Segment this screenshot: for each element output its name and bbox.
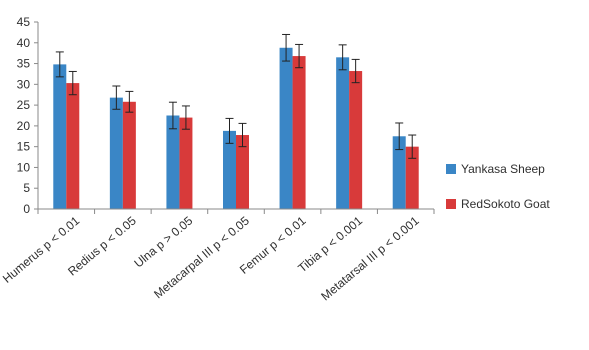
legend-swatch [446, 199, 456, 209]
x-category-label: Metacarpal III p < 0.05 [151, 213, 252, 301]
y-axis: 0 5 10 15 20 25 30 35 40 45 [17, 15, 39, 216]
y-tick-label: 0 [23, 202, 30, 216]
bar [405, 146, 419, 209]
y-tick-label: 35 [17, 57, 31, 71]
y-tick-label: 40 [17, 36, 31, 50]
bar [166, 115, 180, 209]
bar [349, 71, 363, 209]
y-tick-label: 25 [17, 98, 31, 112]
y-tick-label: 30 [17, 77, 31, 91]
y-tick-label: 10 [17, 160, 31, 174]
y-tick-label: 45 [17, 15, 31, 29]
bar [279, 47, 293, 209]
legend-label: RedSokoto Goat [461, 197, 550, 211]
bar [179, 117, 193, 209]
bar [292, 56, 306, 209]
bars [53, 33, 419, 210]
bar [392, 136, 406, 209]
y-tick-label: 20 [17, 119, 31, 133]
bar [336, 57, 350, 210]
bar [109, 97, 123, 209]
bar [236, 135, 249, 209]
y-tick-label: 15 [17, 140, 31, 154]
bar [122, 101, 136, 209]
y-tick-label: 5 [23, 181, 30, 195]
legend: Yankasa Sheep RedSokoto Goat [446, 162, 550, 211]
x-category-label: Metatarsal III p < 0.001 [318, 213, 422, 303]
bar [53, 64, 67, 210]
bar [66, 83, 80, 209]
legend-swatch [446, 164, 456, 174]
legend-label: Yankasa Sheep [461, 162, 545, 176]
bar [223, 130, 236, 209]
